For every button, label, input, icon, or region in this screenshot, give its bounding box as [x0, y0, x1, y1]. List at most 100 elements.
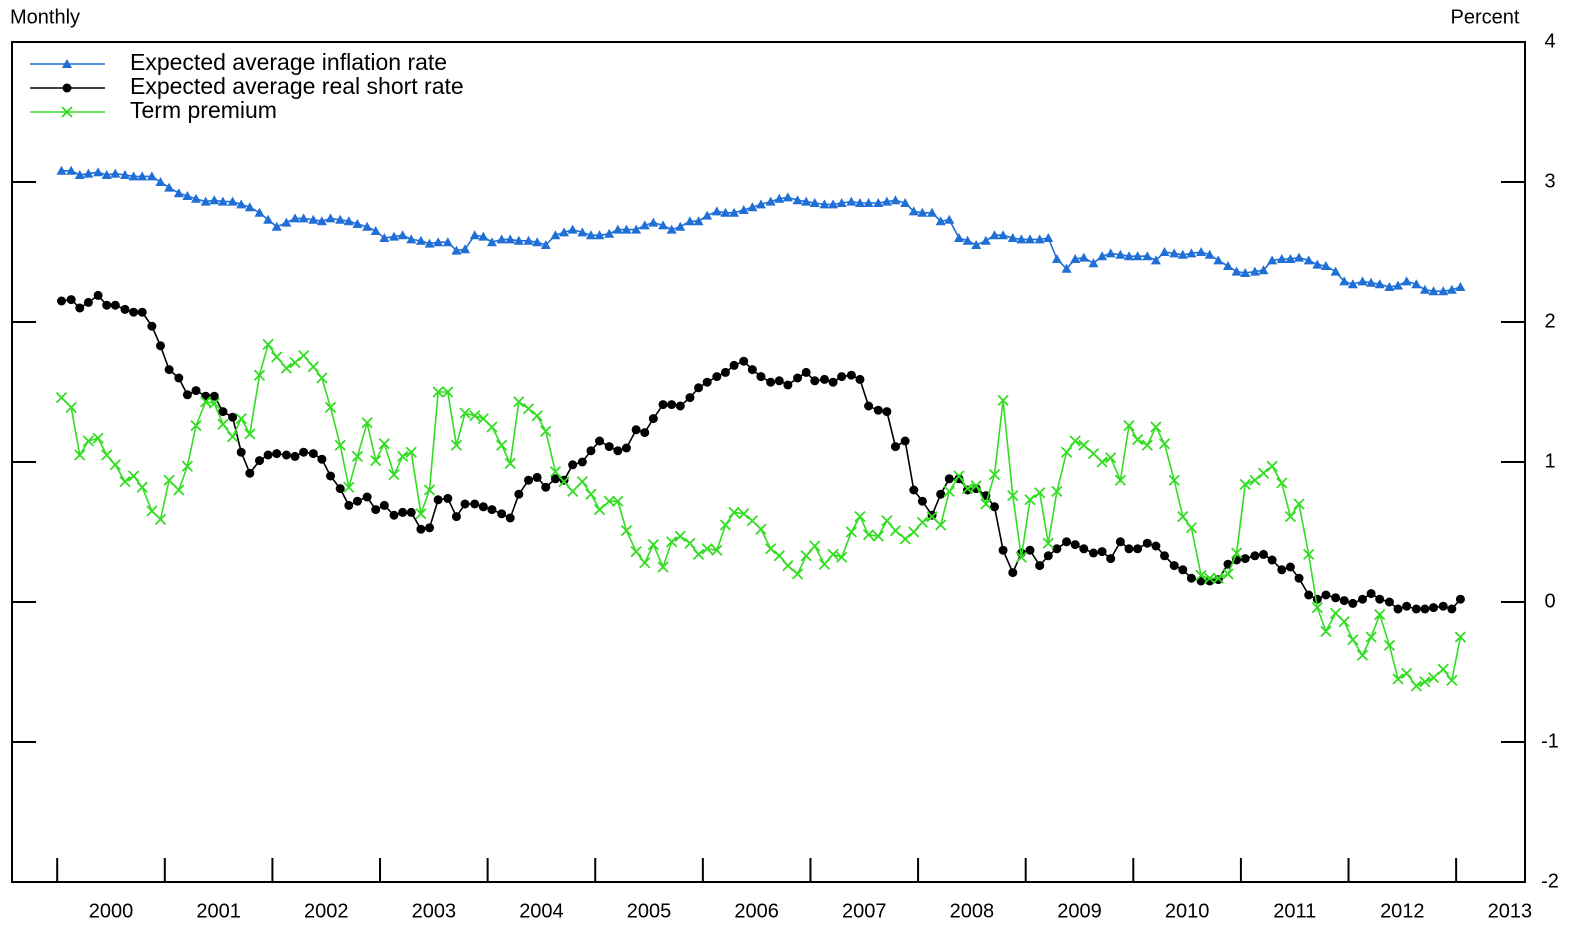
point [1087, 447, 1100, 460]
point [1025, 545, 1035, 555]
point [1455, 282, 1466, 291]
point [998, 545, 1008, 555]
point [1392, 673, 1404, 685]
series-line [61, 170, 1461, 292]
point [1294, 252, 1305, 262]
point [1285, 254, 1296, 263]
point [397, 230, 408, 240]
point [497, 509, 507, 519]
point [747, 365, 757, 375]
point [244, 428, 256, 440]
point [504, 457, 516, 470]
point [1088, 548, 1098, 558]
point [1374, 608, 1386, 621]
point [1151, 541, 1161, 551]
point [442, 386, 454, 398]
x-tick-label: 2004 [519, 900, 564, 922]
point [209, 195, 220, 205]
point [1035, 561, 1045, 571]
point [755, 523, 767, 535]
point [1357, 276, 1368, 286]
point [1204, 249, 1215, 259]
point [666, 536, 678, 548]
point [603, 495, 615, 507]
x-tick-label: 2001 [196, 900, 241, 922]
point [324, 401, 337, 414]
point [1277, 565, 1287, 575]
point [577, 457, 587, 467]
point [335, 484, 345, 494]
point [1429, 603, 1439, 613]
point [173, 484, 185, 496]
point [163, 474, 175, 486]
point [307, 361, 319, 373]
point [648, 414, 658, 424]
point [675, 401, 685, 411]
point [766, 377, 776, 387]
point [1249, 474, 1261, 486]
point [550, 474, 560, 484]
point [477, 412, 489, 425]
point [926, 510, 938, 523]
point [953, 470, 965, 482]
point [675, 221, 686, 231]
point [1446, 284, 1457, 294]
point [1133, 544, 1143, 554]
point [1329, 607, 1342, 619]
y-tick-label: 3 [1544, 170, 1555, 192]
point [693, 216, 704, 226]
point [200, 196, 211, 206]
point [154, 513, 167, 526]
point [674, 530, 686, 542]
point [532, 237, 543, 247]
point [801, 196, 812, 206]
point [541, 482, 551, 492]
point [432, 386, 444, 398]
point [793, 373, 803, 383]
point [667, 400, 677, 410]
point [370, 454, 382, 467]
point [540, 425, 552, 437]
point [308, 449, 318, 459]
point [244, 202, 255, 212]
y-tick-label: -1 [1541, 730, 1559, 752]
point [1276, 477, 1288, 489]
point [1366, 277, 1377, 287]
point [173, 188, 184, 198]
point [1142, 538, 1152, 548]
point [450, 439, 463, 451]
point [944, 214, 955, 224]
point [486, 237, 497, 247]
point [1438, 601, 1448, 611]
point [1454, 631, 1467, 643]
point [935, 216, 946, 226]
point [1070, 254, 1081, 263]
point [226, 431, 239, 443]
point [828, 377, 838, 387]
point [263, 214, 274, 224]
point [405, 446, 417, 458]
point [505, 234, 516, 244]
point [451, 245, 462, 255]
point [146, 505, 158, 517]
point [729, 207, 740, 217]
point [1007, 489, 1019, 502]
point [1240, 268, 1251, 277]
point [1320, 625, 1332, 638]
point [701, 543, 713, 555]
point [290, 213, 301, 223]
x-tick-label: 2005 [627, 900, 672, 922]
point [297, 349, 310, 362]
point [109, 459, 121, 471]
point [1024, 234, 1035, 244]
point [396, 450, 409, 463]
point [361, 417, 373, 429]
point [343, 481, 355, 493]
point [1419, 676, 1431, 688]
point [819, 374, 829, 384]
point [156, 341, 166, 351]
point [308, 214, 319, 224]
point [1141, 439, 1153, 451]
point [1222, 568, 1234, 580]
point [738, 205, 749, 214]
